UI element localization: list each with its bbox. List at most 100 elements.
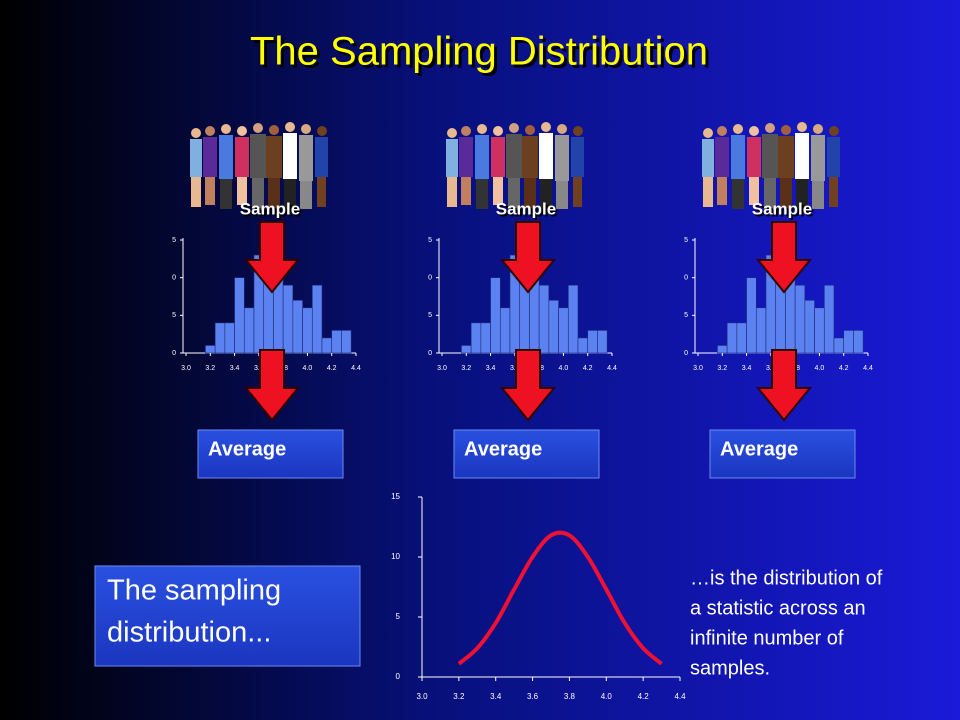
- x-tick-label: 3.0: [437, 365, 447, 372]
- y-tick-label: 0: [428, 350, 432, 357]
- x-tick-label: 4.4: [674, 692, 686, 701]
- callout-line: The sampling: [107, 575, 281, 607]
- sample-label: Sample: [496, 199, 556, 218]
- average-label: Average: [720, 438, 798, 460]
- bar: [558, 307, 569, 354]
- bar: [224, 322, 235, 354]
- x-tick-label: 4.0: [559, 365, 569, 372]
- sample-label: Sample: [752, 199, 812, 218]
- x-tick-label: 3.4: [742, 365, 752, 372]
- y-tick-label: 0: [172, 275, 176, 282]
- bar: [746, 277, 757, 354]
- bar: [461, 345, 472, 354]
- y-tick-label: 5: [428, 237, 432, 244]
- sample-panel: 05053.03.23.43.63.84.04.24.4SampleSample…: [428, 122, 617, 479]
- bar: [853, 330, 864, 354]
- average-box: [453, 429, 600, 479]
- bar: [341, 330, 352, 354]
- sample-label: Sample: [240, 199, 300, 218]
- people-illustration: [702, 122, 840, 210]
- y-tick-label: 5: [172, 312, 176, 319]
- title: The Sampling Distribution: [250, 30, 708, 74]
- x-tick-label: 4.0: [601, 692, 613, 701]
- description-line: infinite number of: [690, 627, 844, 649]
- sample-label-shadow: Sample: [242, 201, 302, 220]
- callout-box: [94, 565, 361, 667]
- x-tick-label: 4.0: [815, 365, 825, 372]
- bar: [321, 337, 333, 354]
- bar: [736, 322, 747, 354]
- bar: [755, 307, 767, 354]
- bar: [538, 284, 550, 354]
- x-tick-label: 4.4: [351, 365, 361, 372]
- description-line: a statistic across an: [690, 597, 866, 619]
- x-tick-label: 3.6: [510, 365, 520, 372]
- bar: [823, 284, 835, 354]
- bar: [548, 299, 559, 354]
- y-tick-label: 0: [684, 350, 688, 357]
- average-box: [197, 429, 344, 479]
- people-illustration: [446, 122, 584, 210]
- bar: [499, 307, 511, 354]
- bar: [470, 322, 482, 354]
- sample-panel: 05053.03.23.43.63.84.04.24.4SampleSample…: [684, 122, 873, 479]
- x-tick-label: 3.0: [416, 692, 428, 701]
- y-tick-label: 5: [172, 237, 176, 244]
- x-tick-label: 4.2: [583, 365, 593, 372]
- bar: [311, 284, 323, 354]
- sample-panels: 05053.03.23.43.63.84.04.24.4SampleSample…: [172, 122, 873, 479]
- description-line: samples.: [690, 657, 770, 679]
- y-tick-label: 0: [428, 275, 432, 282]
- x-tick-label: 3.4: [486, 365, 496, 372]
- x-tick-label: 3.2: [453, 692, 465, 701]
- y-tick-label: 0: [172, 350, 176, 357]
- bar: [282, 284, 294, 354]
- bar: [587, 330, 598, 354]
- x-tick-label: 3.6: [527, 692, 539, 701]
- x-tick-label: 4.0: [303, 365, 313, 372]
- sample-label-shadow: Sample: [754, 201, 814, 220]
- y-tick-label: 0: [396, 672, 401, 681]
- bar: [833, 337, 845, 354]
- bar: [292, 299, 303, 354]
- x-tick-label: 3.0: [181, 365, 191, 372]
- y-tick-label: 5: [396, 612, 401, 621]
- x-tick-label: 3.8: [564, 692, 576, 701]
- bar: [480, 322, 491, 354]
- bar: [577, 337, 589, 354]
- average-label: Average: [464, 438, 542, 460]
- y-tick-label: 5: [684, 312, 688, 319]
- x-tick-label: 4.4: [863, 365, 873, 372]
- bar: [726, 322, 738, 354]
- x-tick-label: 4.2: [839, 365, 849, 372]
- people-illustration: [190, 122, 328, 210]
- x-tick-label: 3.0: [693, 365, 703, 372]
- description-line: …is the distribution of: [690, 567, 883, 589]
- bar: [843, 330, 854, 354]
- y-tick-label: 15: [391, 492, 400, 501]
- x-tick-label: 4.4: [607, 365, 617, 372]
- bar: [243, 307, 255, 354]
- bar: [804, 299, 815, 354]
- bar: [717, 345, 728, 354]
- bar: [597, 330, 608, 354]
- distribution-curve: [457, 530, 663, 666]
- sample-panel: 05053.03.23.43.63.84.04.24.4SampleSample…: [172, 122, 361, 479]
- x-tick-label: 3.6: [254, 365, 264, 372]
- x-tick-label: 4.2: [327, 365, 337, 372]
- sample-label-shadow: Sample: [498, 201, 558, 220]
- bar: [234, 277, 245, 354]
- bar: [794, 284, 806, 354]
- bar: [302, 307, 313, 354]
- x-tick-label: 3.4: [490, 692, 502, 701]
- title-shadow: The Sampling Distribution: [253, 33, 711, 77]
- x-tick-label: 3.4: [230, 365, 240, 372]
- x-tick-label: 3.2: [717, 365, 727, 372]
- callout-line: distribution...: [107, 617, 271, 649]
- y-tick-label: 5: [428, 312, 432, 319]
- bar: [567, 284, 579, 354]
- bar: [214, 322, 226, 354]
- bar: [490, 277, 501, 354]
- sampling-chart: 0 5 10 15 3.0 3.2 3.4 3.6 3.8 4.0 4.2 4.4: [391, 492, 686, 701]
